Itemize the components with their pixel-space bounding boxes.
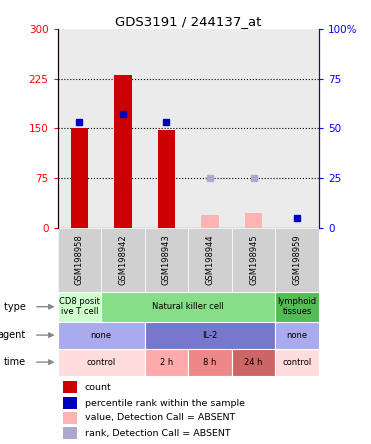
Text: time: time bbox=[4, 357, 26, 367]
Text: CD8 posit
ive T cell: CD8 posit ive T cell bbox=[59, 297, 100, 317]
Bar bbox=[245, 213, 262, 228]
Bar bbox=[63, 397, 77, 409]
Bar bbox=[101, 292, 275, 321]
Text: cell type: cell type bbox=[0, 301, 26, 312]
Bar bbox=[58, 292, 101, 321]
Bar bbox=[232, 228, 276, 292]
Text: control: control bbox=[86, 357, 116, 367]
Text: 2 h: 2 h bbox=[160, 357, 173, 367]
Bar bbox=[276, 349, 319, 376]
Bar bbox=[101, 29, 145, 228]
Text: lymphoid
tissues: lymphoid tissues bbox=[278, 297, 317, 317]
Text: GSM198942: GSM198942 bbox=[118, 234, 127, 285]
Text: GSM198944: GSM198944 bbox=[206, 234, 214, 285]
Bar bbox=[58, 321, 145, 349]
Bar bbox=[145, 349, 188, 376]
Text: value, Detection Call = ABSENT: value, Detection Call = ABSENT bbox=[85, 413, 235, 422]
Bar bbox=[276, 321, 319, 349]
Text: Natural killer cell: Natural killer cell bbox=[152, 302, 224, 311]
Bar bbox=[201, 214, 219, 228]
Bar bbox=[101, 228, 145, 292]
Bar bbox=[63, 381, 77, 393]
Text: GSM198959: GSM198959 bbox=[293, 234, 302, 285]
Bar bbox=[188, 228, 232, 292]
Bar bbox=[276, 292, 319, 321]
Text: GSM198945: GSM198945 bbox=[249, 234, 258, 285]
Bar bbox=[63, 428, 77, 439]
Bar bbox=[114, 75, 132, 228]
Bar bbox=[145, 29, 188, 228]
Bar bbox=[158, 131, 175, 228]
Bar bbox=[232, 29, 276, 228]
Bar bbox=[232, 349, 275, 376]
Text: 24 h: 24 h bbox=[244, 357, 263, 367]
Text: none: none bbox=[91, 331, 112, 340]
Text: GSM198943: GSM198943 bbox=[162, 234, 171, 285]
Title: GDS3191 / 244137_at: GDS3191 / 244137_at bbox=[115, 15, 262, 28]
Bar bbox=[188, 29, 232, 228]
Bar bbox=[275, 228, 319, 292]
Bar bbox=[145, 228, 188, 292]
Bar bbox=[275, 29, 319, 228]
Text: 8 h: 8 h bbox=[203, 357, 217, 367]
Bar bbox=[188, 349, 232, 376]
Bar bbox=[58, 228, 101, 292]
Bar bbox=[63, 412, 77, 424]
Text: none: none bbox=[287, 331, 308, 340]
Bar bbox=[70, 128, 88, 228]
Text: control: control bbox=[283, 357, 312, 367]
Text: GSM198958: GSM198958 bbox=[75, 234, 84, 285]
Text: percentile rank within the sample: percentile rank within the sample bbox=[85, 399, 245, 408]
Text: count: count bbox=[85, 383, 112, 392]
Text: IL-2: IL-2 bbox=[203, 331, 218, 340]
Text: agent: agent bbox=[0, 330, 26, 340]
Text: rank, Detection Call = ABSENT: rank, Detection Call = ABSENT bbox=[85, 428, 231, 438]
Bar bbox=[58, 29, 101, 228]
Bar bbox=[58, 349, 145, 376]
Bar bbox=[145, 321, 275, 349]
